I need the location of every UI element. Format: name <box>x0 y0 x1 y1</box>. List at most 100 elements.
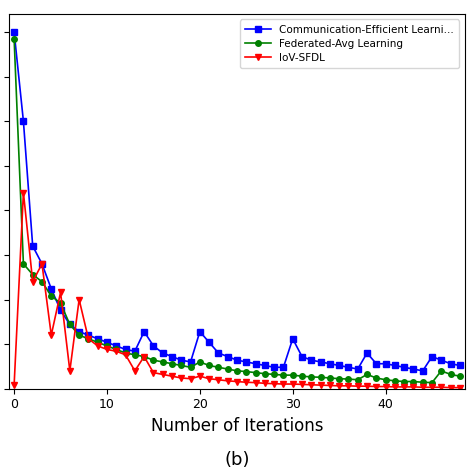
Federated-Avg Learning <box>383 377 388 383</box>
IoV-SFDL <box>178 375 184 381</box>
Communication-Efficient Learni... <box>123 346 128 352</box>
Federated-Avg Learning <box>197 359 203 365</box>
Communication-Efficient Learni... <box>392 363 398 368</box>
Federated-Avg Learning <box>178 363 184 368</box>
Federated-Avg Learning <box>20 261 26 267</box>
Communication-Efficient Learni... <box>20 118 26 124</box>
IoV-SFDL <box>39 261 45 267</box>
Federated-Avg Learning <box>123 350 128 356</box>
IoV-SFDL <box>234 379 240 384</box>
IoV-SFDL <box>281 381 286 387</box>
Communication-Efficient Learni... <box>216 350 221 356</box>
Federated-Avg Learning <box>86 336 91 342</box>
Federated-Avg Learning <box>104 343 110 349</box>
Communication-Efficient Learni... <box>11 29 17 35</box>
Federated-Avg Learning <box>39 279 45 284</box>
Communication-Efficient Learni... <box>383 361 388 366</box>
Line: Federated-Avg Learning: Federated-Avg Learning <box>11 36 463 385</box>
Communication-Efficient Learni... <box>141 329 147 335</box>
Communication-Efficient Learni... <box>39 261 45 267</box>
Federated-Avg Learning <box>188 365 193 370</box>
Communication-Efficient Learni... <box>76 329 82 335</box>
IoV-SFDL <box>290 381 296 387</box>
Federated-Avg Learning <box>355 377 361 383</box>
Federated-Avg Learning <box>169 361 175 366</box>
Federated-Avg Learning <box>225 366 230 372</box>
Federated-Avg Learning <box>132 352 137 358</box>
Communication-Efficient Learni... <box>244 359 249 365</box>
Federated-Avg Learning <box>67 322 73 328</box>
Communication-Efficient Learni... <box>410 366 416 372</box>
IoV-SFDL <box>86 336 91 342</box>
IoV-SFDL <box>160 372 165 377</box>
Communication-Efficient Learni... <box>197 329 203 335</box>
Federated-Avg Learning <box>457 374 463 379</box>
IoV-SFDL <box>299 382 305 387</box>
Federated-Avg Learning <box>374 375 379 381</box>
IoV-SFDL <box>309 382 314 388</box>
IoV-SFDL <box>253 380 258 385</box>
IoV-SFDL <box>151 370 156 375</box>
Communication-Efficient Learni... <box>169 354 175 359</box>
Communication-Efficient Learni... <box>309 357 314 363</box>
IoV-SFDL <box>318 382 323 388</box>
Communication-Efficient Learni... <box>355 366 361 372</box>
Communication-Efficient Learni... <box>327 361 333 366</box>
Federated-Avg Learning <box>95 339 100 345</box>
IoV-SFDL <box>327 383 333 388</box>
X-axis label: Number of Iterations: Number of Iterations <box>151 417 323 435</box>
Federated-Avg Learning <box>337 376 342 382</box>
IoV-SFDL <box>67 368 73 374</box>
IoV-SFDL <box>392 384 398 390</box>
Communication-Efficient Learni... <box>86 332 91 338</box>
IoV-SFDL <box>262 381 268 386</box>
Communication-Efficient Learni... <box>374 361 379 366</box>
IoV-SFDL <box>346 383 351 389</box>
Federated-Avg Learning <box>262 371 268 376</box>
Communication-Efficient Learni... <box>271 365 277 370</box>
Text: (b): (b) <box>224 450 250 468</box>
IoV-SFDL <box>364 383 370 389</box>
Federated-Avg Learning <box>48 293 54 299</box>
IoV-SFDL <box>30 279 36 284</box>
Communication-Efficient Learni... <box>364 350 370 356</box>
Communication-Efficient Learni... <box>299 354 305 359</box>
IoV-SFDL <box>76 297 82 302</box>
IoV-SFDL <box>197 374 203 379</box>
Federated-Avg Learning <box>253 370 258 375</box>
Federated-Avg Learning <box>216 365 221 370</box>
IoV-SFDL <box>355 383 361 389</box>
Federated-Avg Learning <box>141 354 147 359</box>
IoV-SFDL <box>374 383 379 389</box>
Federated-Avg Learning <box>364 372 370 377</box>
IoV-SFDL <box>206 376 212 382</box>
IoV-SFDL <box>132 368 137 374</box>
Communication-Efficient Learni... <box>234 357 240 363</box>
Communication-Efficient Learni... <box>95 336 100 342</box>
Federated-Avg Learning <box>309 374 314 380</box>
IoV-SFDL <box>104 346 110 352</box>
IoV-SFDL <box>113 348 119 354</box>
Federated-Avg Learning <box>76 332 82 338</box>
Federated-Avg Learning <box>290 372 296 378</box>
Federated-Avg Learning <box>30 272 36 277</box>
IoV-SFDL <box>383 383 388 389</box>
IoV-SFDL <box>141 354 147 359</box>
IoV-SFDL <box>95 343 100 349</box>
Federated-Avg Learning <box>318 374 323 380</box>
IoV-SFDL <box>244 379 249 385</box>
Communication-Efficient Learni... <box>225 354 230 359</box>
IoV-SFDL <box>123 352 128 358</box>
Line: Communication-Efficient Learni...: Communication-Efficient Learni... <box>11 29 463 374</box>
Communication-Efficient Learni... <box>290 336 296 342</box>
IoV-SFDL <box>410 384 416 390</box>
Communication-Efficient Learni... <box>420 368 426 374</box>
IoV-SFDL <box>401 384 407 390</box>
Federated-Avg Learning <box>448 372 454 377</box>
IoV-SFDL <box>429 384 435 390</box>
Communication-Efficient Learni... <box>438 357 444 363</box>
IoV-SFDL <box>48 332 54 338</box>
IoV-SFDL <box>188 376 193 382</box>
Communication-Efficient Learni... <box>30 243 36 249</box>
IoV-SFDL <box>225 378 230 383</box>
